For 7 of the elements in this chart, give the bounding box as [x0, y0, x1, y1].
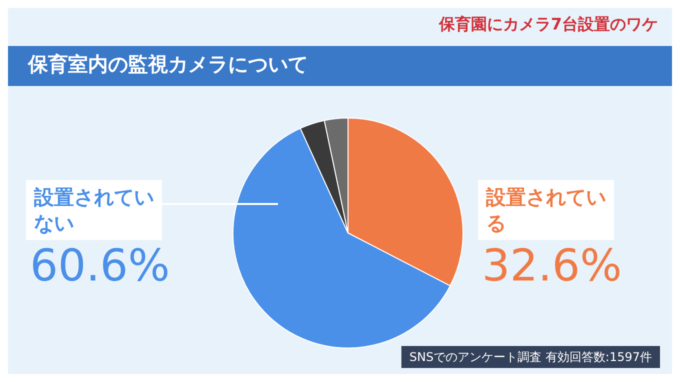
chart-subtitle: 保育園にカメラ7台設置のワケ: [438, 14, 658, 34]
slice-label: 設置されている: [485, 185, 606, 235]
text: SNSでのアンケート調査 有効回答数:1597件: [409, 350, 652, 364]
data-label: 32.6%: [482, 240, 622, 292]
slice-label: 設置されていない: [33, 185, 154, 235]
chart-title: 保育室内の監視カメラについて: [27, 52, 308, 76]
data-label: 60.6%: [30, 240, 170, 292]
